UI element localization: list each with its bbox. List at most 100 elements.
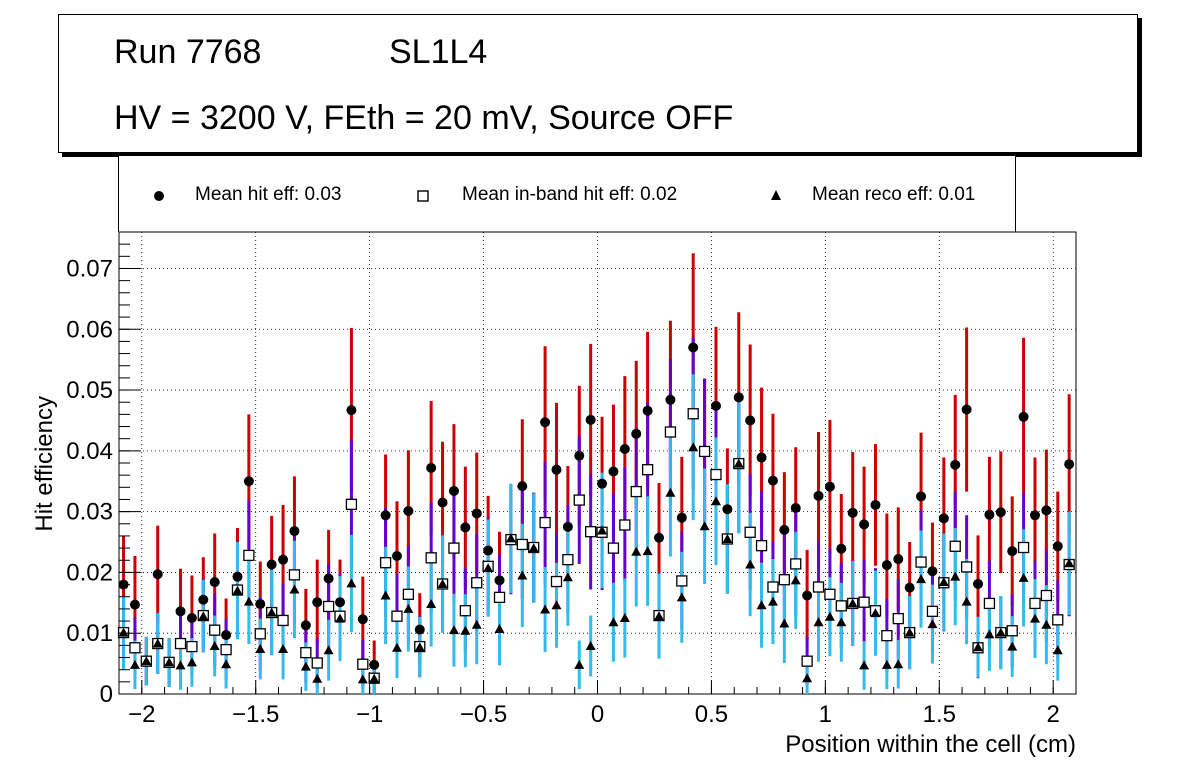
inband-eff-point: [379, 557, 392, 569]
x-tick-label: −0.5: [460, 701, 507, 728]
hit-eff-point: [289, 526, 300, 537]
reco-eff-point: [881, 659, 892, 669]
hit-eff-point: [186, 613, 197, 624]
legend-inband-marker: [417, 190, 429, 202]
inband-eff-point: [858, 596, 870, 608]
inband-eff-point: [448, 542, 460, 554]
reco-eff-point: [824, 611, 835, 621]
reco-eff-point: [164, 657, 175, 667]
reco-eff-point: [1029, 613, 1040, 623]
hit-eff-point: [688, 342, 699, 353]
reco-eff-point: [654, 611, 665, 621]
hit-eff-point: [243, 476, 254, 487]
inband-eff-point: [220, 643, 232, 656]
reco-eff-point: [631, 546, 642, 556]
hit-eff-point: [745, 415, 756, 426]
hit-eff-point: [175, 606, 186, 617]
inband-eff-point: [926, 605, 939, 617]
inband-eff-point: [619, 519, 631, 531]
inband-eff-point: [835, 600, 847, 612]
hit-eff-point: [710, 400, 721, 411]
inband-eff-point: [915, 556, 927, 568]
inband-eff-point: [847, 597, 859, 610]
reco-eff-point: [916, 574, 927, 584]
hit-eff-point: [1064, 459, 1075, 470]
hit-eff-point: [494, 575, 505, 586]
hit-eff-point: [437, 497, 448, 508]
hit-eff-point: [665, 394, 676, 405]
legend-hit-label: Mean hit eff: 0.03: [195, 184, 342, 205]
inband-eff-point: [881, 629, 893, 642]
inband-eff-point: [436, 578, 449, 590]
reco-eff-point: [300, 661, 311, 671]
hit-eff-point: [118, 579, 129, 590]
reco-eff-point: [278, 644, 289, 654]
hit-eff-point: [619, 444, 630, 455]
reco-eff-point: [369, 673, 380, 683]
hit-eff-point: [973, 578, 984, 589]
legend-hit-marker: [154, 191, 164, 201]
reco-eff-point: [255, 644, 266, 654]
inband-eff-point: [562, 554, 574, 566]
hit-eff-point: [927, 566, 938, 577]
hit-eff-point: [733, 392, 744, 403]
inband-eff-point: [904, 626, 916, 639]
hit-eff-point: [357, 614, 368, 625]
reco-eff-point: [209, 640, 220, 650]
x-tick-label: −1.5: [232, 701, 279, 728]
x-axis-label: Position within the cell (cm): [785, 731, 1076, 758]
hit-eff-point: [505, 533, 516, 544]
hit-eff-point: [824, 481, 835, 492]
inband-eff-point: [117, 626, 130, 639]
reco-eff-point: [767, 596, 778, 606]
title-box: Run 7768 SL1L4 HV = 3200 V, FEth = 20 mV…: [58, 14, 1138, 153]
reco-eff-point: [995, 627, 1006, 637]
inband-eff-point: [892, 612, 904, 625]
reco-eff-point: [483, 563, 494, 573]
inband-eff-point: [345, 498, 358, 510]
hit-eff-point: [448, 485, 459, 496]
inband-eff-point: [288, 569, 301, 581]
reco-eff-point: [733, 458, 744, 468]
hit-eff-point: [642, 405, 653, 416]
inband-eff-point: [539, 516, 551, 529]
hit-eff-point: [540, 417, 551, 428]
hit-eff-point: [221, 630, 232, 641]
hit-eff-point: [209, 577, 220, 588]
reco-eff-point: [266, 607, 277, 617]
reco-eff-point: [859, 660, 870, 670]
reco-eff-point: [893, 659, 904, 669]
inband-eff-point: [1017, 541, 1030, 554]
axes: −2 −1.5 −1 −0.5 0 0.5 1 1.5 2 0 0.01 0.02 0.03 0.04 0.…: [66, 243, 1077, 728]
reco-eff-point: [198, 611, 209, 621]
reco-eff-point: [961, 596, 972, 606]
hit-eff-point: [426, 462, 437, 473]
hit-eff-point: [916, 491, 927, 502]
hit-eff-point: [904, 582, 915, 593]
inband-eff-point: [721, 533, 734, 545]
inband-eff-point: [140, 655, 152, 667]
hit-eff-point: [859, 519, 870, 530]
inband-eff-point: [983, 597, 996, 610]
inband-eff-point: [1052, 614, 1064, 626]
reco-eff-point: [870, 608, 881, 618]
inband-eff-point: [1040, 589, 1053, 602]
hit-eff-point: [551, 464, 562, 475]
reco-eff-point: [756, 600, 767, 610]
hit-eff-point: [312, 597, 323, 608]
reco-eff-point: [403, 603, 414, 613]
y-tick-label: 0.03: [66, 499, 113, 526]
hit-eff-point: [300, 620, 311, 631]
reco-eff-point: [186, 657, 197, 667]
inband-eff-point: [266, 606, 278, 619]
x-tick-label: 0.5: [695, 701, 728, 728]
inband-eff-point: [505, 533, 517, 546]
reco-eff-point: [346, 578, 357, 588]
plot-frame: [118, 231, 1077, 695]
inband-eff-point: [995, 626, 1007, 639]
inband-eff-point: [425, 552, 437, 564]
reco-eff-point: [221, 659, 232, 669]
reco-eff-point: [312, 673, 323, 683]
reco-eff-point: [471, 619, 482, 629]
reco-eff-point: [517, 570, 528, 580]
